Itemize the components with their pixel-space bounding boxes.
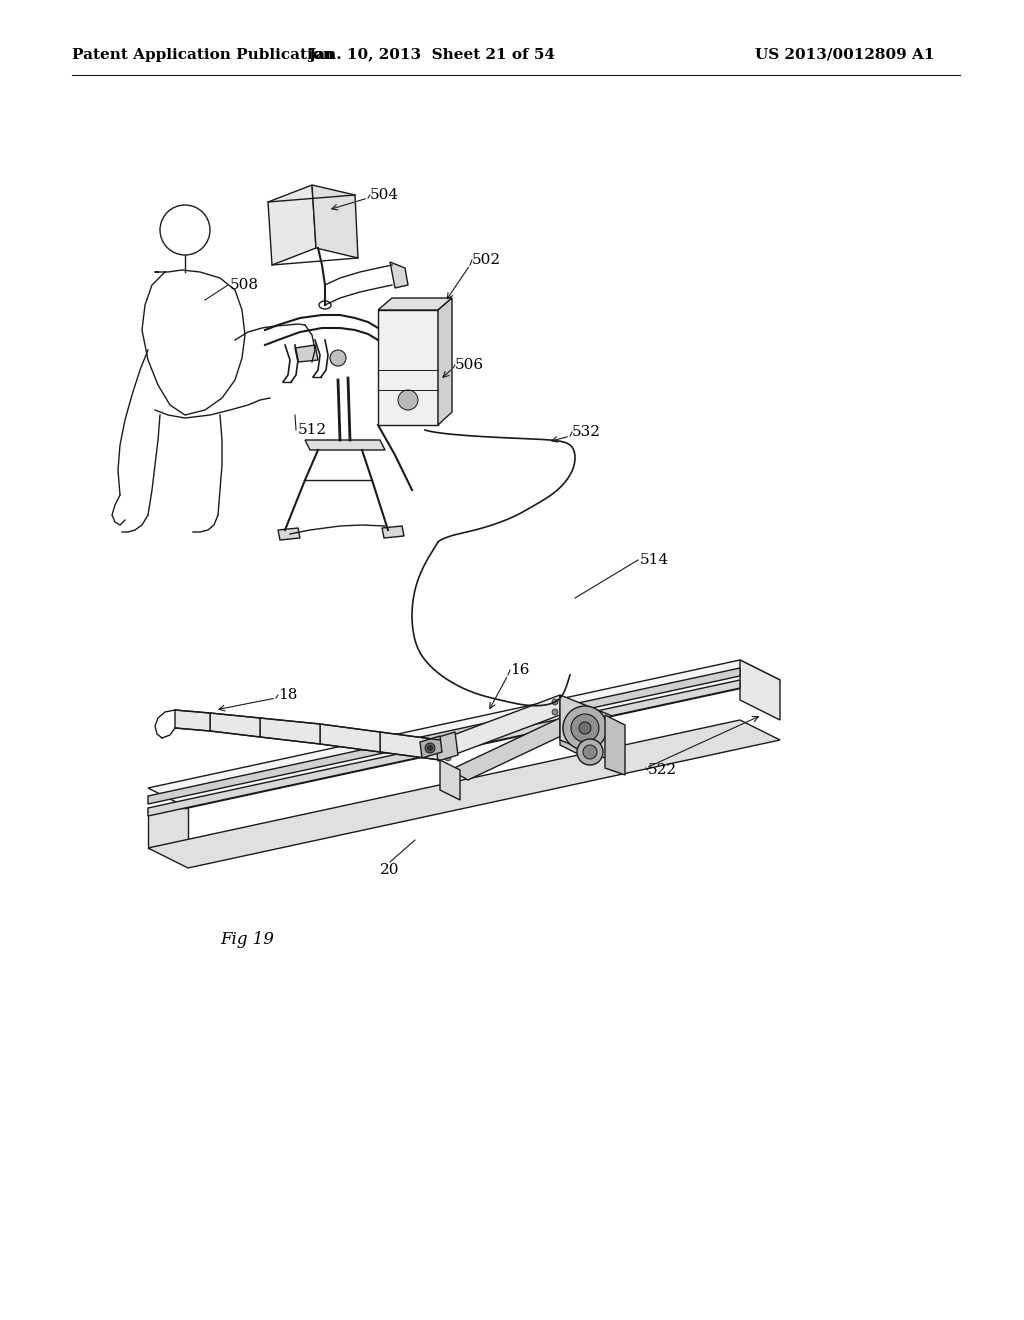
Circle shape: [330, 350, 346, 366]
Polygon shape: [440, 696, 560, 760]
Polygon shape: [380, 733, 440, 760]
Circle shape: [583, 744, 597, 759]
Polygon shape: [420, 737, 442, 758]
Circle shape: [425, 743, 435, 752]
Polygon shape: [378, 298, 452, 310]
Circle shape: [571, 714, 599, 742]
Polygon shape: [390, 261, 408, 288]
Polygon shape: [175, 710, 210, 731]
Text: 502: 502: [472, 253, 501, 267]
Polygon shape: [148, 808, 188, 847]
Polygon shape: [740, 660, 780, 719]
Polygon shape: [319, 723, 380, 752]
Text: 514: 514: [640, 553, 669, 568]
Circle shape: [442, 744, 449, 751]
Text: Patent Application Publication: Patent Application Publication: [72, 48, 334, 62]
Text: 522: 522: [648, 763, 677, 777]
Polygon shape: [268, 185, 316, 265]
Circle shape: [579, 722, 591, 734]
Text: 532: 532: [572, 425, 601, 440]
Circle shape: [445, 755, 451, 762]
Polygon shape: [435, 733, 458, 762]
Text: Jan. 10, 2013  Sheet 21 of 54: Jan. 10, 2013 Sheet 21 of 54: [308, 48, 555, 62]
Circle shape: [552, 709, 558, 715]
Polygon shape: [605, 715, 625, 775]
Polygon shape: [260, 718, 319, 744]
Text: 512: 512: [298, 422, 327, 437]
Polygon shape: [148, 680, 740, 816]
Polygon shape: [278, 528, 300, 540]
Circle shape: [427, 746, 432, 751]
Circle shape: [552, 700, 558, 705]
Polygon shape: [305, 440, 385, 450]
Polygon shape: [438, 298, 452, 425]
Polygon shape: [312, 185, 358, 257]
Polygon shape: [210, 713, 260, 737]
Polygon shape: [560, 696, 610, 760]
Text: 18: 18: [278, 688, 297, 702]
Text: US 2013/0012809 A1: US 2013/0012809 A1: [755, 48, 935, 62]
Text: 506: 506: [455, 358, 484, 372]
Polygon shape: [440, 760, 460, 800]
Text: Fig 19: Fig 19: [220, 932, 274, 949]
Circle shape: [577, 739, 603, 766]
Polygon shape: [450, 718, 578, 780]
Polygon shape: [382, 525, 404, 539]
Polygon shape: [295, 345, 318, 362]
Circle shape: [563, 706, 607, 750]
Polygon shape: [148, 668, 740, 804]
Circle shape: [398, 389, 418, 411]
Polygon shape: [378, 310, 438, 425]
Text: 20: 20: [380, 863, 399, 876]
Polygon shape: [148, 719, 780, 869]
Text: 16: 16: [510, 663, 529, 677]
Text: 504: 504: [370, 187, 399, 202]
Text: 508: 508: [230, 279, 259, 292]
Polygon shape: [560, 715, 580, 755]
Polygon shape: [148, 660, 780, 808]
